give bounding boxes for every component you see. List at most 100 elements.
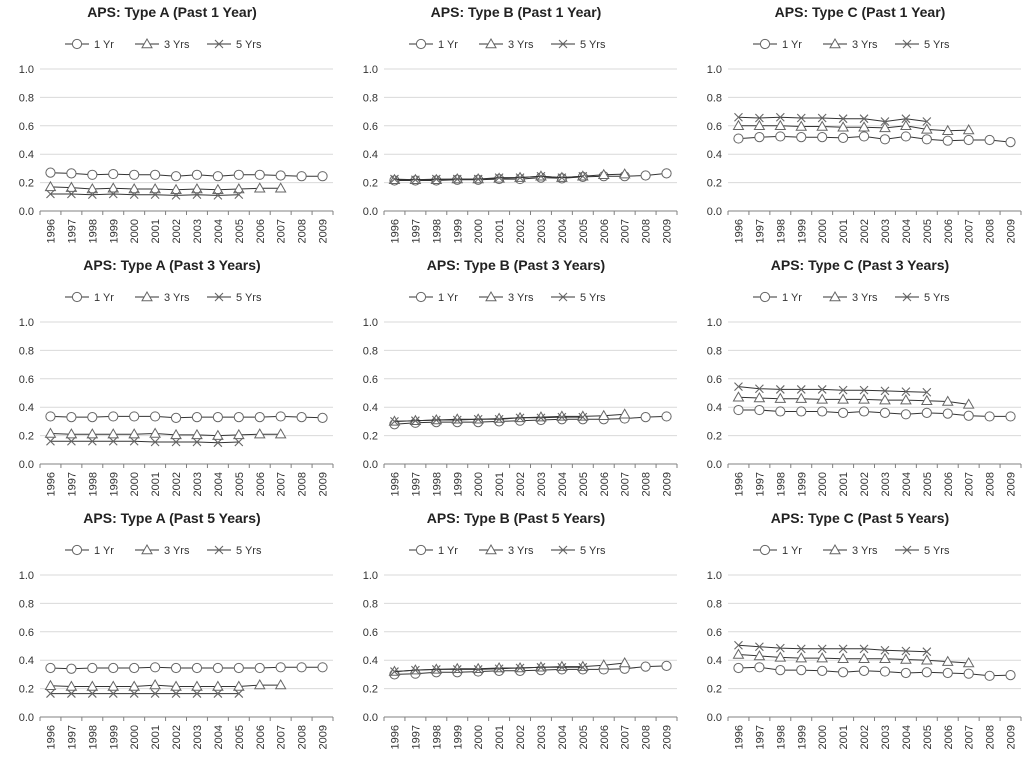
data-point-triangle bbox=[900, 653, 912, 664]
y-tick-label: 1.0 bbox=[19, 317, 34, 329]
data-point-circle bbox=[87, 662, 98, 674]
y-tick-label: 0.4 bbox=[363, 655, 378, 667]
x-tick-label: 2005 bbox=[922, 472, 934, 496]
y-tick-label: 0.2 bbox=[363, 178, 378, 190]
x-tick-label: 2009 bbox=[1006, 472, 1018, 496]
data-point-x bbox=[755, 113, 764, 123]
data-point-triangle bbox=[232, 428, 245, 440]
y-tick-label: 0.6 bbox=[707, 627, 722, 639]
data-point-triangle bbox=[556, 660, 568, 671]
chart-panel: APS: Type C (Past 5 Years) 0.0 0.2 0.4 0.6 0.… bbox=[688, 506, 1032, 759]
data-point-triangle bbox=[753, 391, 766, 403]
legend-label: 3 Yrs bbox=[508, 545, 534, 557]
legend-marker-triangle bbox=[829, 543, 841, 555]
data-point-circle bbox=[775, 131, 786, 142]
y-tick-label: 0.2 bbox=[19, 431, 34, 443]
y-tick-label: 1.0 bbox=[363, 570, 378, 582]
data-point-triangle bbox=[253, 679, 266, 690]
y-tick-label: 0.0 bbox=[19, 459, 34, 471]
data-point-circle bbox=[45, 167, 56, 178]
data-point-x bbox=[171, 689, 181, 698]
data-point-x bbox=[431, 415, 441, 425]
x-tick-label: 1999 bbox=[108, 219, 120, 243]
x-tick-label: 1997 bbox=[754, 219, 766, 243]
data-point-x bbox=[536, 413, 546, 423]
data-point-x bbox=[452, 665, 462, 674]
data-point-circle bbox=[921, 134, 932, 145]
x-tick-label: 1998 bbox=[431, 725, 443, 749]
data-point-circle bbox=[233, 169, 244, 180]
x-tick-label: 2008 bbox=[297, 725, 309, 749]
data-point-circle bbox=[254, 662, 265, 674]
data-point-circle bbox=[129, 169, 140, 180]
data-point-x bbox=[108, 436, 118, 446]
x-tick-label: 2003 bbox=[880, 472, 892, 496]
legend-marker-circle bbox=[71, 291, 83, 303]
data-point-x bbox=[452, 174, 462, 184]
data-point-x bbox=[515, 173, 525, 183]
data-point-triangle bbox=[170, 183, 182, 194]
data-point-x bbox=[922, 117, 932, 126]
series-line-x bbox=[738, 644, 927, 653]
legend-item: 3 Yrs bbox=[479, 37, 534, 51]
x-tick-label: 2004 bbox=[901, 472, 913, 496]
y-tick-label: 0.8 bbox=[19, 345, 34, 357]
data-point-x bbox=[494, 414, 504, 424]
data-point-x bbox=[108, 689, 118, 698]
data-point-triangle bbox=[618, 408, 631, 419]
x-tick-label: 2003 bbox=[192, 725, 204, 749]
data-point-triangle bbox=[941, 395, 954, 406]
x-tick-label: 2002 bbox=[171, 219, 183, 243]
x-tick-label: 2006 bbox=[943, 725, 955, 749]
y-tick-label: 1.0 bbox=[707, 64, 722, 76]
data-point-circle bbox=[1005, 670, 1016, 681]
data-point-circle bbox=[900, 131, 911, 142]
data-point-triangle bbox=[128, 428, 141, 439]
series-line-x bbox=[394, 666, 583, 673]
data-point-circle bbox=[879, 666, 891, 677]
data-point-circle bbox=[191, 412, 203, 423]
legend-item: 3 Yrs bbox=[479, 543, 534, 557]
data-point-circle bbox=[233, 662, 244, 674]
x-tick-label: 2002 bbox=[515, 219, 527, 243]
x-tick-label: 1999 bbox=[796, 725, 808, 749]
legend-marker-circle bbox=[71, 544, 83, 556]
data-point-triangle bbox=[65, 181, 78, 192]
legend-marker-x bbox=[214, 545, 224, 555]
y-tick-label: 0.2 bbox=[707, 684, 722, 696]
line-chart: 0.0 0.2 0.4 0.6 0.8 1.0 1996 1997 1998 1999 2000 20… bbox=[363, 37, 678, 243]
data-point-x bbox=[817, 385, 827, 394]
y-tick-label: 0.8 bbox=[363, 598, 378, 610]
chart-title: APS: Type A (Past 1 Year) bbox=[87, 4, 257, 20]
legend-marker-triangle bbox=[485, 543, 497, 555]
legend-label: 3 Yrs bbox=[852, 39, 878, 51]
x-tick-label: 2005 bbox=[234, 472, 246, 496]
legend-label: 3 Yrs bbox=[164, 292, 190, 304]
data-point-triangle bbox=[732, 391, 745, 402]
x-tick-label: 2000 bbox=[817, 472, 829, 496]
data-point-triangle bbox=[149, 679, 161, 690]
data-point-circle bbox=[275, 411, 286, 422]
data-point-triangle bbox=[597, 168, 610, 180]
x-tick-label: 1996 bbox=[45, 219, 57, 243]
x-tick-label: 2006 bbox=[599, 472, 611, 496]
legend-marker-triangle bbox=[829, 290, 841, 302]
data-point-x bbox=[411, 175, 420, 185]
legend-label: 3 Yrs bbox=[164, 39, 190, 51]
data-point-x bbox=[129, 689, 139, 698]
data-point-triangle bbox=[253, 182, 266, 193]
chart-title: APS: Type A (Past 5 Years) bbox=[83, 510, 261, 526]
legend-item: 5 Yrs bbox=[207, 545, 262, 557]
series-line-x bbox=[50, 440, 239, 444]
y-tick-label: 1.0 bbox=[363, 64, 378, 76]
data-point-x bbox=[880, 117, 890, 126]
data-point-triangle bbox=[816, 652, 829, 663]
legend-item: 5 Yrs bbox=[551, 292, 606, 304]
legend-label: 1 Yr bbox=[782, 39, 802, 51]
x-tick-label: 2008 bbox=[985, 472, 997, 496]
x-tick-label: 2001 bbox=[494, 725, 506, 749]
x-tick-label: 2009 bbox=[1006, 219, 1018, 243]
data-point-x bbox=[775, 112, 785, 122]
series-line-triangle bbox=[738, 396, 969, 405]
